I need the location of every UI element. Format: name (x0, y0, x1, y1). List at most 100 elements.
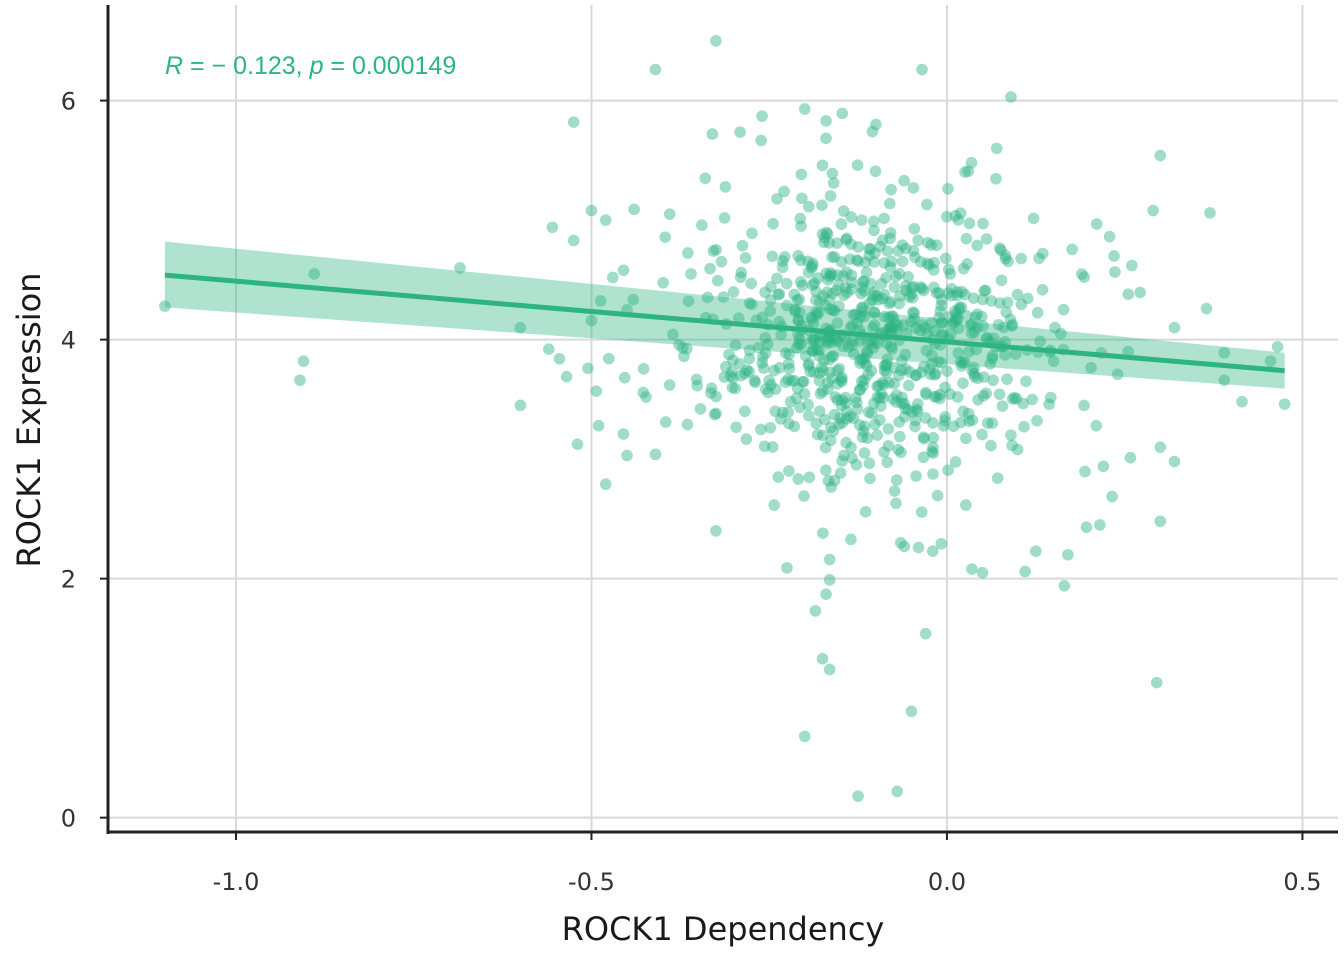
data-point-634 (594, 295, 607, 307)
data-point-513 (890, 497, 902, 510)
data-point-764 (627, 293, 640, 306)
data-point-61 (560, 370, 573, 383)
data-point-112 (715, 255, 728, 268)
data-point-48 (976, 566, 989, 579)
data-point-776 (976, 428, 988, 441)
data-point-82 (628, 203, 640, 216)
data-point-276 (885, 255, 898, 268)
data-point-59 (553, 352, 566, 365)
data-point-649 (857, 276, 869, 288)
data-point-700 (773, 361, 786, 374)
data-point-10 (916, 63, 928, 76)
data-point-849 (919, 412, 932, 424)
data-point-659 (854, 310, 867, 323)
data-point-365 (869, 418, 881, 431)
data-point-651 (806, 260, 819, 272)
data-point-278 (792, 338, 805, 350)
data-point-36 (823, 574, 836, 586)
data-point-819 (1031, 306, 1044, 319)
data-point-684 (981, 331, 993, 344)
data-point-524 (924, 368, 937, 381)
data-point-500 (917, 431, 930, 443)
data-point-298 (862, 335, 874, 348)
data-point-178 (890, 270, 902, 283)
data-point-565 (1005, 429, 1017, 441)
data-point-237 (966, 414, 979, 426)
data-point-802 (820, 226, 833, 239)
data-point-792 (840, 436, 852, 449)
data-point-143 (846, 319, 859, 332)
data-point-66 (820, 115, 832, 127)
data-point-628 (980, 387, 993, 400)
data-point-244 (845, 283, 858, 295)
data-point-699 (916, 282, 929, 295)
data-point-75 (1111, 368, 1124, 381)
data-point-146 (846, 452, 858, 464)
x-axis-title: ROCK1 Dependency (562, 910, 885, 948)
data-point-58 (546, 221, 559, 234)
data-point-514 (866, 322, 879, 334)
data-point-690 (1106, 490, 1118, 503)
data-point-87 (678, 350, 690, 363)
data-point-679 (952, 322, 965, 335)
data-point-698 (899, 363, 912, 375)
data-point-307 (937, 420, 950, 432)
data-point-433 (813, 350, 825, 362)
data-point-135 (763, 374, 775, 387)
data-point-225 (788, 420, 801, 433)
confidence-band-layer (164, 241, 1285, 389)
data-point-201 (829, 391, 842, 403)
y-tick-label-0: 0 (61, 805, 76, 833)
data-point-399 (893, 268, 906, 280)
data-point-715 (784, 395, 797, 408)
data-point-798 (851, 403, 864, 415)
data-point-491 (734, 271, 747, 284)
data-point-121 (694, 403, 707, 415)
data-point-327 (931, 489, 944, 502)
data-point-362 (1006, 439, 1018, 452)
data-point-295 (908, 312, 921, 325)
data-point-506 (758, 440, 771, 453)
data-point-560 (907, 244, 920, 257)
data-point-668 (766, 250, 779, 263)
data-point-607 (920, 388, 932, 401)
data-point-50 (912, 541, 925, 554)
data-point-179 (933, 311, 945, 324)
data-point-767 (926, 445, 938, 458)
data-point-841 (925, 239, 938, 251)
data-point-196 (874, 240, 886, 253)
data-point-116 (872, 379, 885, 392)
data-point-315 (871, 290, 883, 302)
data-point-663 (944, 268, 957, 280)
data-point-770 (967, 292, 980, 304)
grid (108, 5, 1338, 832)
data-point-186 (852, 241, 865, 253)
data-point-559 (757, 362, 770, 374)
data-point-606 (830, 333, 843, 346)
data-point-479 (895, 446, 907, 459)
data-point-472 (976, 293, 989, 306)
data-point-141 (766, 441, 779, 453)
data-point-556 (848, 348, 860, 361)
data-point-156 (999, 349, 1011, 361)
data-point-242 (964, 319, 977, 332)
data-point-55 (621, 449, 633, 462)
data-point-815 (845, 441, 857, 454)
data-point-509 (1047, 355, 1060, 368)
data-point-671 (755, 423, 767, 436)
data-point-373 (637, 386, 650, 399)
data-point-88 (685, 268, 697, 280)
data-point-766 (914, 324, 927, 337)
data-point-576 (726, 381, 739, 394)
data-point-438 (718, 212, 731, 224)
data-point-264 (782, 357, 795, 370)
data-point-297 (928, 281, 940, 294)
data-point-821 (876, 234, 889, 247)
data-point-286 (849, 392, 862, 404)
data-point-601 (953, 301, 966, 314)
data-point-429 (811, 428, 824, 441)
data-point-808 (957, 357, 969, 369)
data-point-267 (865, 277, 877, 290)
data-point-329 (768, 364, 780, 377)
data-point-372 (961, 310, 973, 322)
